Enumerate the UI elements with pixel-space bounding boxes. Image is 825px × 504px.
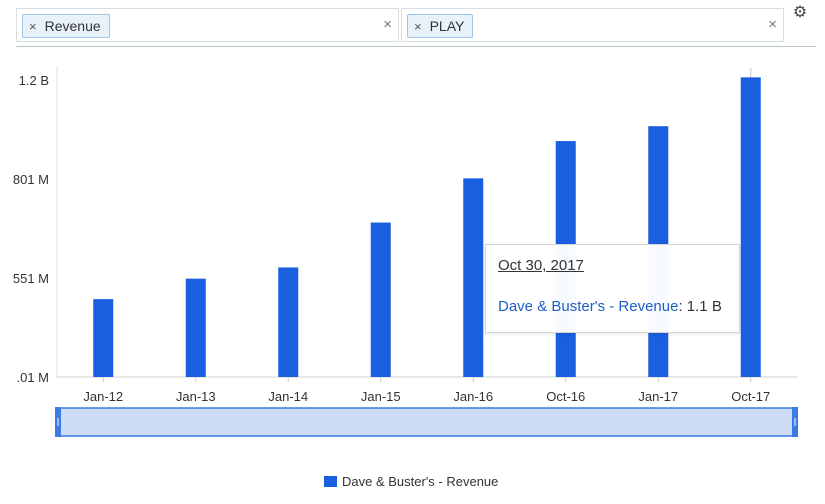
tooltip-date: Oct 30, 2017	[498, 257, 584, 274]
bar	[370, 222, 391, 377]
y-tick-label: 551 M	[13, 271, 49, 286]
chart-tooltip: Oct 30, 2017 Dave & Buster's - Revenue: …	[485, 244, 740, 333]
range-navigator[interactable]	[55, 407, 798, 437]
x-tick-label: Jan-14	[268, 389, 308, 404]
bar	[463, 178, 484, 377]
bar	[278, 267, 299, 377]
filter-bar: × Revenue × × PLAY ×	[16, 6, 816, 47]
ticker-chip: × PLAY	[407, 14, 474, 38]
tooltip-value: 1.1 B	[686, 298, 722, 315]
chart-legend[interactable]: Dave & Buster's - Revenue	[324, 474, 498, 489]
legend-swatch	[324, 476, 337, 487]
y-tick-label: 1.2 B	[19, 73, 49, 88]
clear-metric-icon[interactable]: ×	[383, 16, 392, 33]
y-axis-labels: .01 M 551 M 801 M 1.2 B	[13, 73, 49, 385]
gear-icon[interactable]: ⚙	[792, 4, 808, 21]
x-tick-label: Oct-16	[546, 389, 585, 404]
ticker-chip-label: PLAY	[429, 18, 465, 34]
y-tick-label: .01 M	[16, 370, 49, 385]
remove-chip-icon[interactable]: ×	[414, 18, 422, 34]
tooltip-row: Dave & Buster's - Revenue: 1.1 B	[498, 298, 722, 315]
plot-area	[56, 66, 797, 378]
x-tick-label: Oct-17	[731, 389, 770, 404]
bar	[740, 77, 761, 378]
metric-filter-field[interactable]: × Revenue ×	[16, 8, 399, 42]
navigator-selection	[57, 407, 796, 437]
metric-chip: × Revenue	[22, 14, 110, 38]
remove-chip-icon[interactable]: ×	[29, 18, 37, 34]
ticker-filter-field[interactable]: × PLAY ×	[401, 8, 784, 42]
bars	[93, 68, 761, 378]
x-tick-label: Jan-12	[83, 389, 123, 404]
bar	[185, 278, 206, 377]
x-tick-label: Jan-17	[638, 389, 678, 404]
tooltip-series-name: Dave & Buster's - Revenue	[498, 298, 679, 315]
x-tick-label: Jan-16	[453, 389, 493, 404]
x-tick-label: Jan-15	[361, 389, 401, 404]
legend-label: Dave & Buster's - Revenue	[342, 474, 499, 489]
clear-ticker-icon[interactable]: ×	[768, 16, 777, 33]
bar	[93, 299, 114, 377]
x-tick-label: Jan-13	[176, 389, 216, 404]
y-tick-label: 801 M	[13, 172, 49, 187]
metric-chip-label: Revenue	[44, 18, 101, 34]
x-axis-labels: Jan-12 Jan-13 Jan-14 Jan-15 Jan-16 Oct-16 Jan-…	[83, 377, 770, 404]
